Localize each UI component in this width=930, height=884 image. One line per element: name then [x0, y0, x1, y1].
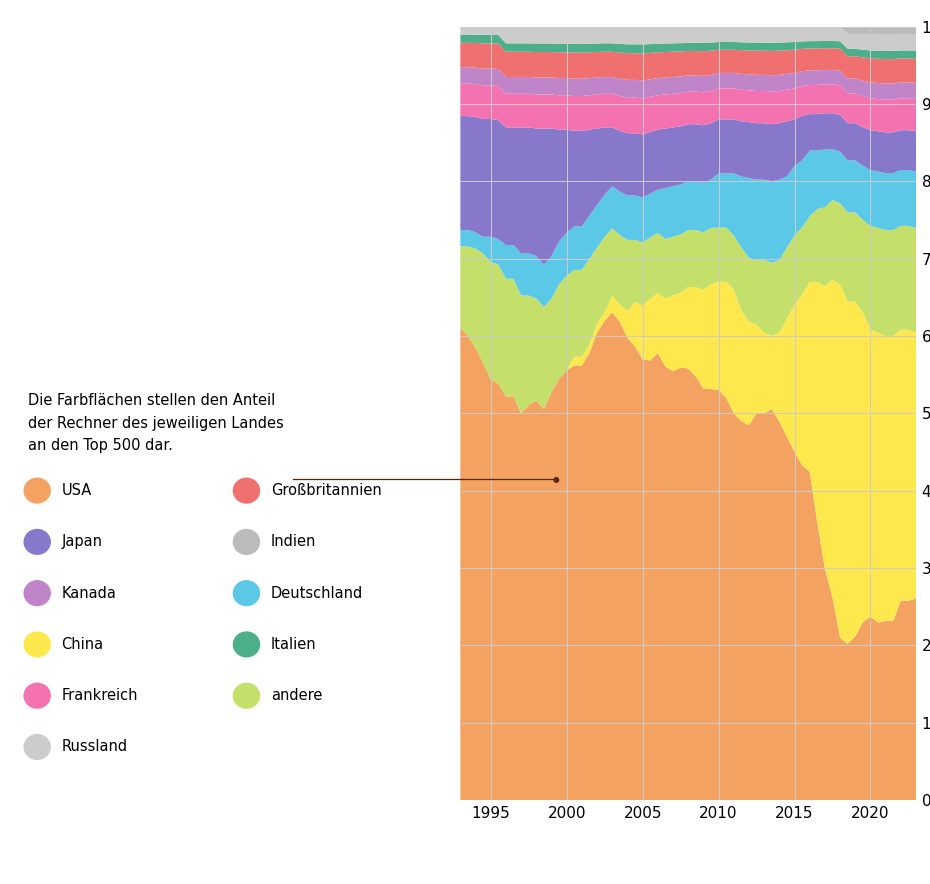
- Text: Kanada: Kanada: [61, 586, 116, 600]
- Text: Die Farbflächen stellen den Anteil
der Rechner des jeweiligen Landes
an den Top : Die Farbflächen stellen den Anteil der R…: [28, 393, 284, 453]
- Text: Deutschland: Deutschland: [271, 586, 363, 600]
- Text: China: China: [61, 637, 103, 652]
- Text: Japan: Japan: [61, 535, 102, 549]
- Text: USA: USA: [61, 484, 92, 498]
- Text: Frankreich: Frankreich: [61, 689, 138, 703]
- Text: Indien: Indien: [271, 535, 316, 549]
- Text: ●: ●: [552, 475, 560, 484]
- Text: Italien: Italien: [271, 637, 316, 652]
- Text: andere: andere: [271, 689, 322, 703]
- Text: Russland: Russland: [61, 740, 127, 754]
- Text: Großbritannien: Großbritannien: [271, 484, 381, 498]
